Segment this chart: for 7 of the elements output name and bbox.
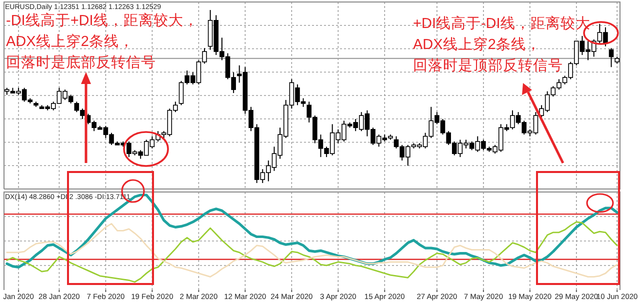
annotation: ADX线上穿2条线， bbox=[6, 33, 134, 50]
annotation: 回落时是顶部反转信号 bbox=[413, 57, 563, 74]
annotation: ADX线上穿2条线， bbox=[413, 36, 541, 53]
candlestick bbox=[608, 48, 614, 68]
annotation: 回落时是底部反转信号 bbox=[6, 54, 156, 71]
annotation: +DI线高于-DI线，距离较大 bbox=[413, 15, 590, 32]
annotation: -DI线高于+DI线，距离较大， bbox=[6, 12, 198, 29]
